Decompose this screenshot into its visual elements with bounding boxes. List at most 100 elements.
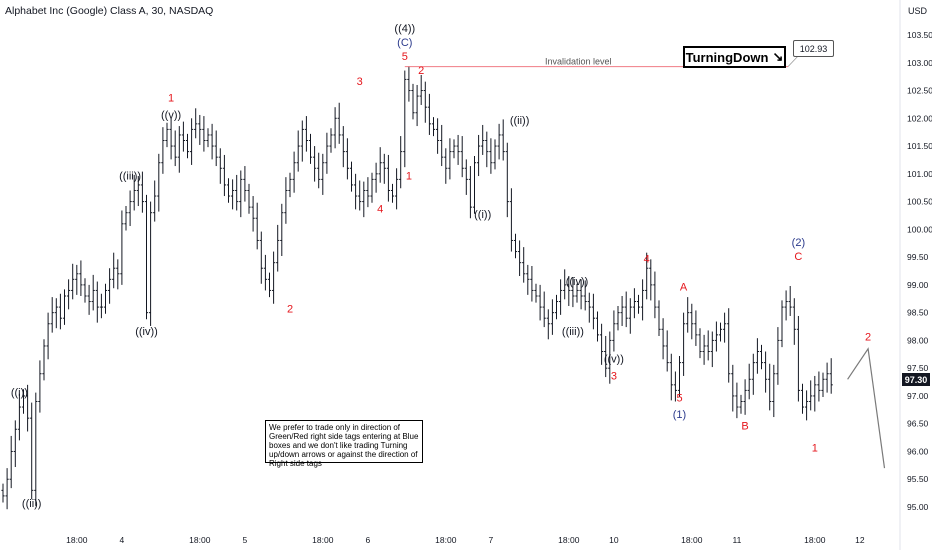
ohlc-bar	[403, 70, 407, 168]
ohlc-bar	[366, 177, 370, 208]
ohlc-bar	[280, 203, 284, 257]
time-tick-label: 18:00	[312, 535, 334, 545]
time-tick-label: 18:00	[189, 535, 211, 545]
ohlc-bar	[768, 363, 772, 411]
ohlc-bar	[173, 130, 177, 167]
ohlc-bar	[370, 172, 374, 203]
ohlc-bar	[632, 288, 636, 319]
price-tick-label: 95.00	[907, 502, 929, 512]
ohlc-bar	[653, 271, 657, 319]
wave-label: ((v))	[604, 354, 624, 366]
ohlc-bar	[399, 136, 403, 189]
wave-label: (1)	[673, 409, 686, 421]
ohlc-bar	[415, 84, 419, 127]
time-tick-label: 18:00	[558, 535, 580, 545]
price-tick-label: 103.50	[907, 30, 932, 40]
ohlc-bar	[682, 312, 686, 376]
ohlc-bar	[169, 118, 173, 160]
ohlc-bar	[575, 283, 579, 303]
ohlc-bar	[583, 280, 587, 311]
ohlc-bar	[686, 297, 690, 333]
wave-labels: ((i)) ((ii)) ((iii)) ((iv)) ((v)) 1 2 3 4 ((4)) (C…	[11, 23, 871, 510]
ohlc-bar	[821, 372, 825, 398]
ohlc-bar	[755, 338, 759, 374]
time-tick-label: 18:00	[66, 535, 88, 545]
ohlc-bar	[706, 330, 710, 361]
ohlc-bar	[739, 394, 743, 414]
price-tick-label: 100.50	[907, 197, 932, 207]
ohlc-bar	[67, 279, 71, 310]
price-tick-label: 100.00	[907, 224, 932, 234]
ohlc-bar	[235, 174, 239, 211]
ohlc-bar	[267, 272, 272, 298]
ohlc-bar	[501, 119, 505, 161]
ohlc-bar	[34, 392, 38, 506]
wave-label: ((iv))	[135, 326, 158, 338]
invalidation-price-tag: 102.93	[793, 40, 834, 57]
wave-label: 4	[644, 254, 650, 266]
ohlc-bar	[58, 293, 62, 330]
ohlc-bar	[395, 168, 399, 210]
ohlc-bar	[354, 173, 358, 210]
ohlc-bar	[513, 233, 518, 259]
ohlc-bar	[247, 183, 251, 214]
wave-label: ((iii))	[119, 170, 141, 182]
time-tick-label: 7	[489, 535, 494, 545]
ohlc-bar	[641, 279, 645, 321]
ohlc-bar	[698, 328, 702, 359]
ohlc-bar	[284, 177, 288, 224]
ohlc-bar	[120, 210, 124, 285]
ohlc-bar	[161, 127, 165, 174]
ohlc-bar	[103, 283, 108, 314]
ohlc-bar	[759, 344, 764, 370]
ohlc-bar	[333, 107, 337, 149]
arrow-down-right-icon: ↘	[772, 49, 784, 64]
ohlc-bar	[407, 66, 411, 102]
ohlc-bar	[731, 364, 735, 412]
ohlc-bar	[259, 231, 263, 284]
ohlc-bar	[226, 178, 231, 203]
ohlc-bar	[591, 293, 595, 330]
time-tick-label: 10	[609, 535, 619, 545]
ohlc-bar	[604, 335, 608, 378]
invalidation-label: Invalidation level	[545, 57, 612, 67]
price-tick-label: 101.50	[907, 141, 932, 151]
ohlc-bar	[50, 297, 54, 333]
wave-label: 3	[357, 76, 363, 88]
ohlc-bar	[149, 201, 153, 326]
ohlc-bar	[378, 147, 382, 183]
wave-label: 1	[168, 93, 174, 105]
wave-label: (2)	[792, 237, 805, 249]
price-tick-label: 97.50	[907, 363, 929, 373]
time-axis[interactable]: 18:00 4 18:00 5 18:00 6 18:00 7 18:00 10 18:00 11 18…	[66, 535, 865, 545]
ohlc-bar	[411, 83, 415, 120]
ohlc-bar	[288, 172, 292, 198]
wave-label: ((ii))	[510, 115, 530, 127]
ohlc-bar	[587, 292, 591, 323]
ohlc-bar	[427, 93, 431, 135]
price-axis[interactable]: 103.50 103.00 102.50 102.00 101.50 101.00 100.…	[907, 30, 932, 512]
ohlc-bar	[764, 351, 768, 393]
ohlc-bar	[181, 121, 185, 152]
ohlc-bar	[46, 312, 50, 360]
currency-label: USD	[908, 6, 928, 16]
ohlc-bar	[95, 281, 99, 323]
ohlc-bar	[444, 148, 448, 184]
ohlc-bar	[665, 330, 669, 372]
wave-label: 1	[406, 170, 412, 182]
ohlc-bar	[21, 389, 26, 414]
ohlc-bar	[87, 284, 91, 315]
wave-label: C	[794, 251, 802, 263]
ohlc-bars	[1, 66, 833, 510]
ohlc-bar	[530, 266, 534, 302]
ohlc-bar	[481, 124, 485, 155]
ohlc-bar	[112, 252, 116, 289]
ohlc-bar	[30, 402, 34, 500]
ohlc-bar	[132, 174, 136, 211]
ohlc-bar	[800, 383, 805, 414]
wave-label: A	[680, 281, 688, 293]
ohlc-bar	[17, 393, 21, 441]
ohlc-bar	[313, 146, 317, 182]
ohlc-bar	[608, 331, 612, 384]
